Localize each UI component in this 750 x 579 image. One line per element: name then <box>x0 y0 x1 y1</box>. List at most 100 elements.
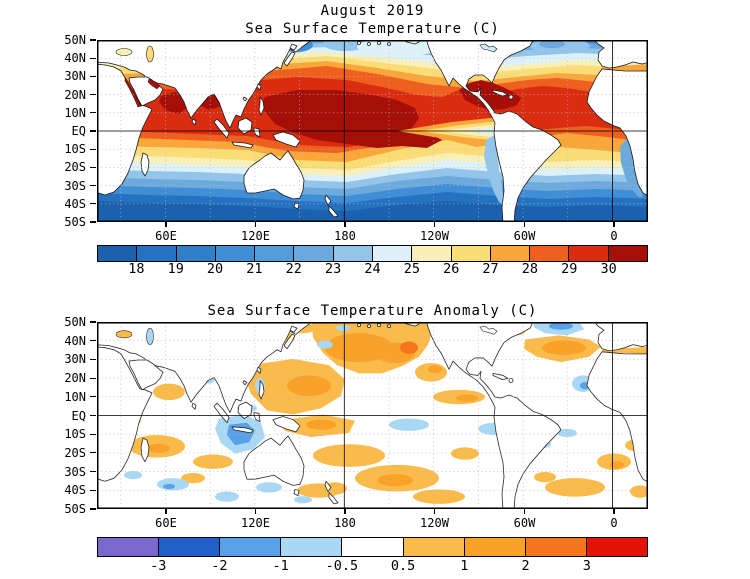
caspian-sea <box>146 327 154 345</box>
colorbar-segment <box>293 246 333 261</box>
colorbar-segment <box>158 538 220 556</box>
lon-tick <box>165 222 167 227</box>
colorbar-label-30: 30 <box>600 261 617 277</box>
colorbar-segment <box>402 538 464 556</box>
colorbar-segment <box>607 246 647 261</box>
lon-label-120W: 120W <box>420 229 449 243</box>
lon-label-180: 180 <box>334 516 356 530</box>
lat-label-40N: 40N <box>64 51 86 66</box>
map-frame <box>97 40 648 222</box>
lat-tick <box>90 57 96 59</box>
map-frame <box>97 322 648 509</box>
colorbar-segment <box>411 246 451 261</box>
lat-tick <box>90 112 96 114</box>
lat-label-50N: 50N <box>64 315 86 329</box>
lat-tick <box>90 75 96 77</box>
lat-tick <box>90 203 96 205</box>
colorbar-segment <box>175 246 215 261</box>
anomaly-panel-title: Sea Surface Temperature Anomaly (C) <box>207 303 538 319</box>
lon-label-120E: 120E <box>241 516 270 530</box>
lon-label-120E: 120E <box>241 229 270 243</box>
lon-label-60E: 60E <box>155 516 177 530</box>
figure-suptitle: August 2019 <box>320 3 425 19</box>
lon-tick <box>344 509 346 514</box>
colorbar-segment <box>219 538 281 556</box>
lon-tick <box>523 222 526 227</box>
colorbar-segment <box>136 246 176 261</box>
lat-label-20S: 20S <box>64 160 86 175</box>
lon-label-60W: 60W <box>513 516 536 530</box>
colorbar-segment <box>341 538 403 556</box>
lat-tick <box>90 340 96 342</box>
colorbar-segment <box>568 246 608 261</box>
colorbar-segment <box>98 538 159 556</box>
colorbar-segment <box>371 246 412 261</box>
lon-label-0: 0 <box>610 516 618 530</box>
lon-tick <box>165 509 167 514</box>
anomaly-colorbar <box>97 537 648 557</box>
colorbar-label-3: 3 <box>582 558 591 574</box>
colorbar-segment <box>585 538 647 556</box>
colorbar-label-23: 23 <box>325 261 342 277</box>
lat-tick <box>90 148 96 150</box>
lat-label-30S: 30S <box>64 464 86 479</box>
lat-label-50S: 50S <box>64 215 86 229</box>
lat-tick <box>90 414 96 417</box>
lat-tick <box>90 358 96 360</box>
colorbar-segment <box>280 538 342 556</box>
colorbar-label-26: 26 <box>443 261 460 277</box>
lat-label-40S: 40S <box>64 196 86 211</box>
colorbar-label-0.5: 0.5 <box>390 558 416 574</box>
colorbar-label-28: 28 <box>521 261 539 277</box>
sst-map-svg <box>97 40 648 222</box>
colorbar-label--1: -1 <box>272 558 289 574</box>
colorbar-label--0.5: -0.5 <box>325 558 359 574</box>
lat-label-30N: 30N <box>64 352 86 367</box>
colorbar-segment <box>489 246 530 261</box>
lat-label-10S: 10S <box>64 142 86 157</box>
lat-tick <box>90 471 96 473</box>
red-sea <box>124 76 142 108</box>
lat-tick <box>90 94 96 96</box>
colorbar-label-20: 20 <box>206 261 224 277</box>
lon-tick <box>344 222 346 227</box>
colorbar-segment <box>98 246 137 261</box>
lat-label-EQ: EQ <box>71 408 86 423</box>
lat-tick <box>90 489 96 491</box>
lat-tick <box>90 377 96 379</box>
sst-panel-title: Sea Surface Temperature (C) <box>245 21 500 37</box>
great-lakes <box>479 325 498 335</box>
lat-tick <box>90 508 96 510</box>
lat-label-10N: 10N <box>64 389 86 404</box>
colorbar-label-29: 29 <box>561 261 578 277</box>
colorbar-label-22: 22 <box>285 261 302 277</box>
lon-label-120W: 120W <box>420 516 449 530</box>
lat-label-EQ: EQ <box>71 124 86 138</box>
lat-label-30N: 30N <box>64 69 86 84</box>
colorbar-label-2: 2 <box>521 558 530 574</box>
lat-tick <box>90 396 96 398</box>
lat-tick <box>90 39 96 41</box>
anomaly-map-svg <box>97 322 648 509</box>
colorbar-segment <box>450 246 490 261</box>
sst-colorbar <box>97 245 648 262</box>
colorbar-label-21: 21 <box>246 261 263 277</box>
colorbar-segment <box>254 246 294 261</box>
lat-label-50S: 50S <box>64 502 86 516</box>
black-sea <box>115 330 133 339</box>
lat-tick <box>90 185 96 187</box>
lat-label-30S: 30S <box>64 178 86 193</box>
colorbar-segment <box>529 246 569 261</box>
lat-label-20N: 20N <box>64 87 86 102</box>
colorbar-label-27: 27 <box>482 261 499 277</box>
caspian-sea <box>146 45 154 63</box>
lat-tick <box>90 130 96 132</box>
lat-tick <box>90 166 96 168</box>
colorbar-label-24: 24 <box>364 261 381 277</box>
lat-label-10S: 10S <box>64 427 86 442</box>
lat-tick <box>90 433 96 435</box>
black-sea <box>115 48 133 56</box>
lat-label-10N: 10N <box>64 105 86 120</box>
persian-gulf <box>147 78 161 90</box>
lat-label-20S: 20S <box>64 445 86 460</box>
